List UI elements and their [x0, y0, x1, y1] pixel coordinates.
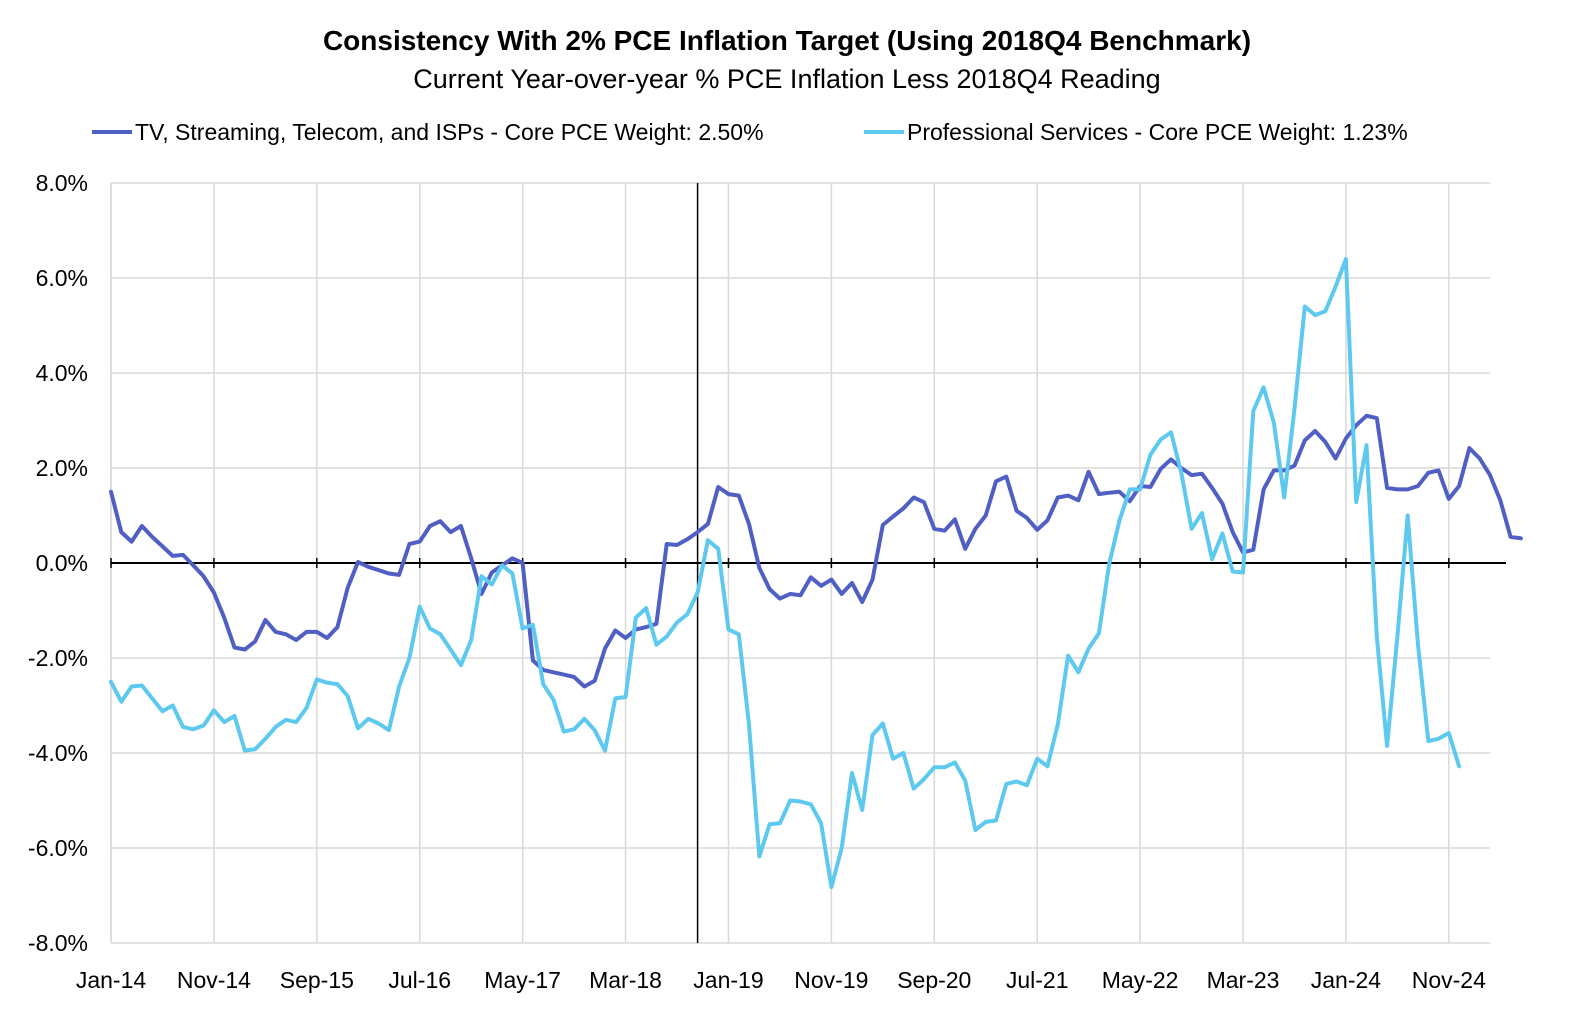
- y-tick-label: 4.0%: [36, 360, 88, 386]
- x-tick-label: Sep-20: [897, 967, 971, 993]
- x-tick-label: May-17: [484, 967, 561, 993]
- x-tick-label: Jul-16: [388, 967, 451, 993]
- y-tick-label: 0.0%: [36, 550, 88, 576]
- y-tick-label: 8.0%: [36, 170, 88, 196]
- axes: [110, 183, 1506, 943]
- y-tick-label: 6.0%: [36, 265, 88, 291]
- legend-label-professional-services: Professional Services - Core PCE Weight:…: [907, 119, 1408, 145]
- x-tick-label: Jan-24: [1311, 967, 1382, 993]
- x-tick-label: Jan-14: [76, 967, 147, 993]
- y-tick-label: -8.0%: [28, 930, 88, 956]
- series-layer: [109, 257, 1523, 889]
- legend-label-tv-streaming: TV, Streaming, Telecom, and ISPs - Core …: [135, 119, 764, 145]
- x-tick-label: Sep-15: [280, 967, 354, 993]
- series-line-tv-streaming: [109, 413, 1523, 689]
- x-axis-tick-labels: Jan-14 Nov-14 Sep-15 Jul-16 May-17 Mar-18 Jan-…: [76, 967, 1486, 993]
- x-tick-label: Mar-18: [589, 967, 662, 993]
- y-tick-label: -4.0%: [28, 740, 88, 766]
- chart-title: Consistency With 2% PCE Inflation Target…: [323, 25, 1251, 56]
- x-tick-label: Nov-19: [794, 967, 868, 993]
- legend: TV, Streaming, Telecom, and ISPs - Core …: [92, 119, 1408, 145]
- x-tick-label: Mar-23: [1207, 967, 1280, 993]
- x-tick-label: May-22: [1102, 967, 1179, 993]
- x-tick-label: Nov-14: [177, 967, 251, 993]
- x-tick-label: Nov-24: [1412, 967, 1486, 993]
- chart-subtitle: Current Year-over-year % PCE Inflation L…: [413, 64, 1160, 94]
- series-line-professional-services: [109, 257, 1462, 889]
- y-axis-tick-labels: 8.0% 6.0% 4.0% 2.0% 0.0% -2.0% -4.0% -6.0% -8.0%: [28, 170, 88, 956]
- y-tick-label: -6.0%: [28, 835, 88, 861]
- x-tick-label: Jan-19: [693, 967, 763, 993]
- y-tick-label: -2.0%: [28, 645, 88, 671]
- x-tick-label: Jul-21: [1006, 967, 1069, 993]
- y-tick-label: 2.0%: [36, 455, 88, 481]
